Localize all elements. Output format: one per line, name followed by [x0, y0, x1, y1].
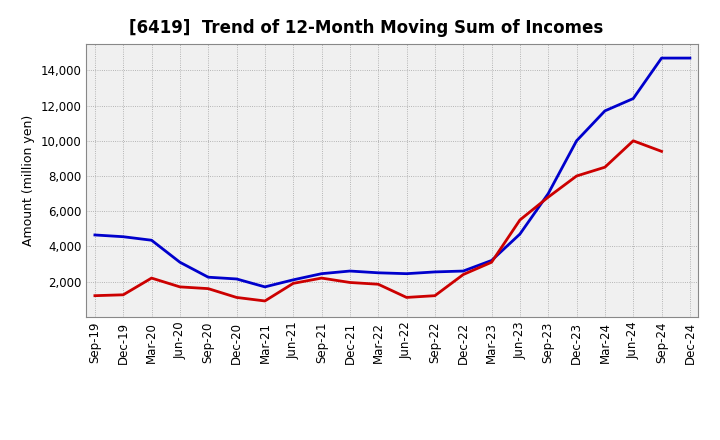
- Ordinary Income: [459, 268, 467, 274]
- Net Income: [402, 295, 411, 300]
- Ordinary Income: [431, 269, 439, 275]
- Line: Net Income: Net Income: [95, 141, 662, 301]
- Ordinary Income: [289, 277, 297, 282]
- Ordinary Income: [176, 260, 184, 265]
- Ordinary Income: [318, 271, 326, 276]
- Ordinary Income: [572, 138, 581, 143]
- Ordinary Income: [119, 234, 127, 239]
- Net Income: [346, 280, 354, 285]
- Net Income: [176, 284, 184, 290]
- Ordinary Income: [685, 55, 694, 61]
- Net Income: [459, 272, 467, 277]
- Net Income: [91, 293, 99, 298]
- Net Income: [487, 260, 496, 265]
- Net Income: [629, 138, 637, 143]
- Net Income: [318, 275, 326, 281]
- Net Income: [516, 217, 524, 223]
- Legend: Ordinary Income, Net Income: Ordinary Income, Net Income: [246, 438, 539, 440]
- Net Income: [148, 275, 156, 281]
- Ordinary Income: [516, 231, 524, 237]
- Ordinary Income: [629, 96, 637, 101]
- Net Income: [119, 292, 127, 297]
- Net Income: [431, 293, 439, 298]
- Ordinary Income: [148, 238, 156, 243]
- Ordinary Income: [261, 284, 269, 290]
- Ordinary Income: [657, 55, 666, 61]
- Text: [6419]  Trend of 12-Month Moving Sum of Incomes: [6419] Trend of 12-Month Moving Sum of I…: [130, 19, 603, 37]
- Ordinary Income: [374, 270, 382, 275]
- Net Income: [204, 286, 212, 291]
- Ordinary Income: [233, 276, 241, 282]
- Net Income: [657, 149, 666, 154]
- Net Income: [600, 165, 609, 170]
- Net Income: [289, 281, 297, 286]
- Ordinary Income: [600, 108, 609, 114]
- Net Income: [261, 298, 269, 304]
- Y-axis label: Amount (million yen): Amount (million yen): [22, 115, 35, 246]
- Ordinary Income: [204, 275, 212, 280]
- Net Income: [572, 173, 581, 179]
- Ordinary Income: [487, 258, 496, 263]
- Ordinary Income: [402, 271, 411, 276]
- Ordinary Income: [346, 268, 354, 274]
- Net Income: [233, 295, 241, 300]
- Ordinary Income: [91, 232, 99, 238]
- Net Income: [544, 194, 552, 200]
- Ordinary Income: [544, 191, 552, 196]
- Line: Ordinary Income: Ordinary Income: [95, 58, 690, 287]
- Net Income: [374, 282, 382, 287]
